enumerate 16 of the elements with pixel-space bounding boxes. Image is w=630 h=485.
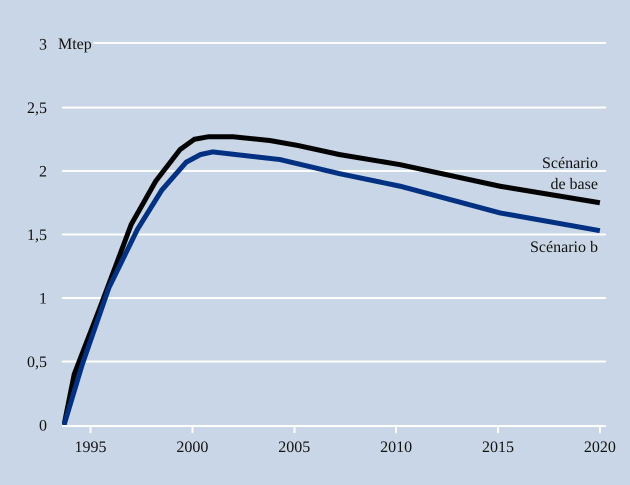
x-tick-label: 2020 xyxy=(584,439,616,456)
y-tick-label: 0,5 xyxy=(27,354,47,372)
y-tick-label: 3 xyxy=(39,36,47,54)
x-tick-label: 2010 xyxy=(380,439,412,456)
x-tick-label: 1995 xyxy=(74,439,107,456)
y-tick-label: 2,5 xyxy=(27,100,47,118)
series-label: Scénario de base xyxy=(542,155,598,193)
y-axis-title: Mtep xyxy=(58,36,92,53)
y-tick-label: 2 xyxy=(39,164,47,181)
y-tick-label: 1,5 xyxy=(27,227,47,244)
series-label: Scénario b xyxy=(530,239,598,256)
y-tick-label: 0 xyxy=(39,418,47,435)
x-tick-label: 2015 xyxy=(482,439,514,456)
y-tick-label: 1 xyxy=(39,290,47,308)
x-tick-label: 2000 xyxy=(176,439,208,456)
x-tick-label: 2005 xyxy=(278,439,310,456)
